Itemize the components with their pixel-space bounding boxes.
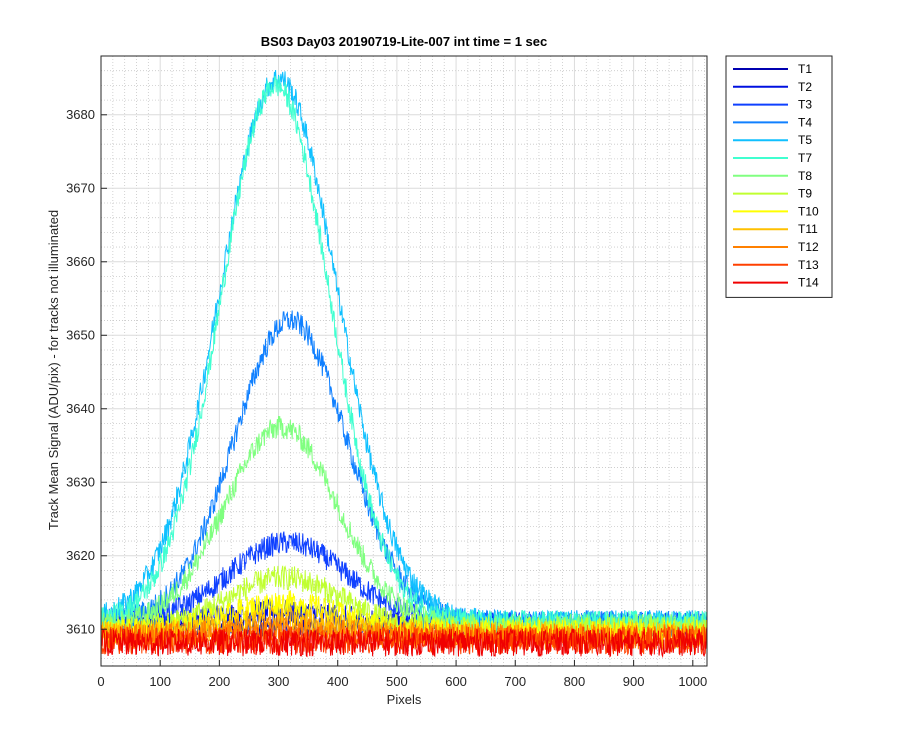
series-line-t8: [100, 415, 708, 638]
x-tick-label: 700: [504, 674, 526, 689]
y-axis-label: Track Mean Signal (ADU/pix) - for tracks…: [46, 210, 61, 530]
y-tick-label: 3660: [66, 254, 95, 269]
x-tick-label: 1000: [678, 674, 707, 689]
y-tick-label: 3650: [66, 327, 95, 342]
chart-title: BS03 Day03 20190719-Lite-007 int time = …: [261, 34, 548, 49]
legend-label-t5: T5: [798, 133, 812, 147]
legend: T1 T2 T3 T4 T5 T7 T8 T9 T10 T11 T12 T13 T14: [725, 55, 833, 298]
legend-label-t7: T7: [798, 151, 812, 165]
legend-label-t2: T2: [798, 80, 812, 94]
x-tick-label: 500: [386, 674, 408, 689]
x-tick-label: 0: [97, 674, 104, 689]
legend-label-t4: T4: [798, 115, 812, 129]
y-tick-label: 3630: [66, 474, 95, 489]
x-tick-label: 200: [209, 674, 231, 689]
axes-box: [100, 55, 708, 667]
legend-label-t12: T12: [798, 240, 819, 254]
x-tick-label: 400: [327, 674, 349, 689]
legend-label-t13: T13: [798, 258, 819, 272]
x-axis-label: Pixels: [387, 692, 422, 707]
y-tick-label: 3680: [66, 107, 95, 122]
legend-label-t8: T8: [798, 169, 812, 183]
legend-label-t11: T11: [798, 222, 818, 236]
series-line-t14: [100, 627, 708, 659]
y-tick-label: 3620: [66, 548, 95, 563]
y-tick-label: 3670: [66, 180, 95, 195]
legend-label-t14: T14: [798, 276, 819, 290]
x-tick-label: 900: [623, 674, 645, 689]
legend-label-t10: T10: [798, 204, 819, 218]
x-tick-label: 800: [564, 674, 586, 689]
plot-lines: [100, 69, 708, 659]
x-tick-label: 300: [268, 674, 290, 689]
y-tick-label: 3640: [66, 401, 95, 416]
legend-label-t9: T9: [798, 187, 812, 201]
y-tick-label: 3610: [66, 621, 95, 636]
x-tick-label: 100: [149, 674, 171, 689]
ticks: 0 100 200 300 400 500 600 700 800 900 1000 3610 3620…: [66, 107, 707, 689]
legend-label-t1: T1: [798, 62, 812, 76]
x-tick-label: 600: [445, 674, 467, 689]
legend-label-t3: T3: [798, 98, 812, 112]
